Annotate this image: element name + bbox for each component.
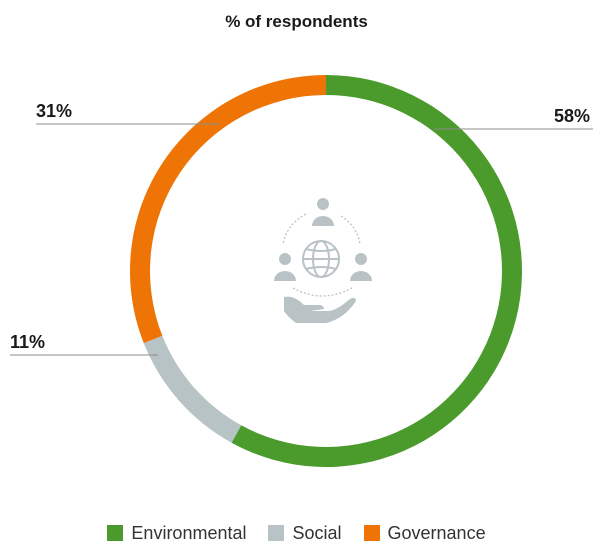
legend-item-social: Social xyxy=(268,522,342,544)
global-community-icon xyxy=(274,198,372,323)
legend-swatch-governance xyxy=(363,525,380,541)
slice-environmental xyxy=(231,75,522,468)
legend: Environmental Social Governance xyxy=(0,522,593,544)
legend-label-environmental: Environmental xyxy=(131,522,247,543)
legend-label-social: Social xyxy=(292,522,342,543)
slice-social xyxy=(143,335,242,443)
legend-swatch-environmental xyxy=(107,525,124,541)
legend-item-environmental: Environmental xyxy=(107,523,246,544)
data-label-environmental: 58% xyxy=(554,106,590,126)
legend-item-governance: Governance xyxy=(363,522,486,544)
legend-label-governance: Governance xyxy=(387,522,486,543)
slice-governance xyxy=(129,75,326,344)
data-label-governance: 31% xyxy=(36,101,72,121)
legend-swatch-social xyxy=(268,525,285,541)
chart-title: % of respondents xyxy=(225,12,368,31)
data-label-social: 11% xyxy=(10,332,45,352)
